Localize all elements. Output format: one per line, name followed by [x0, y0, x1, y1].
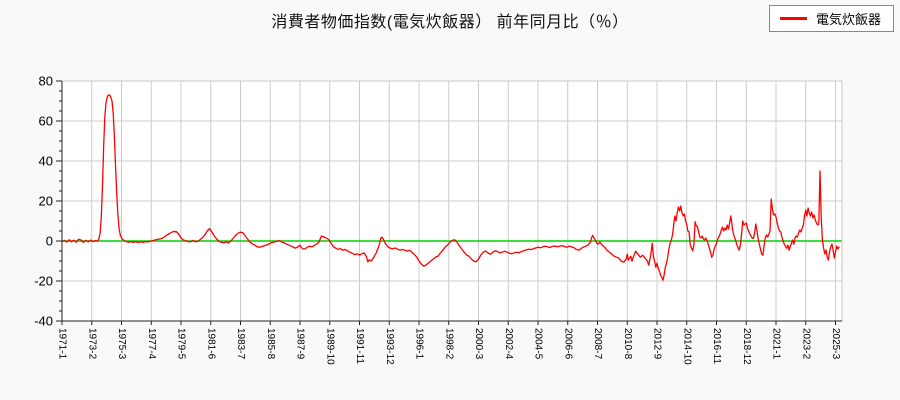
x-tick-label: 2018-12	[741, 328, 752, 365]
x-tick-label: 2004-5	[533, 328, 544, 360]
y-tick-label: -20	[34, 274, 53, 289]
legend-line-swatch-icon	[779, 17, 807, 20]
x-tick-label: 1979-5	[176, 328, 187, 360]
x-tick-label: 1989-10	[324, 328, 335, 365]
x-tick-label: 1973-2	[86, 328, 97, 360]
x-tick-label: 1971-1	[57, 328, 68, 360]
x-tick-label: 1981-6	[205, 328, 216, 360]
x-tick-label: 2000-3	[473, 328, 484, 360]
x-tick-label: 2002-4	[503, 328, 514, 360]
x-tick-label: 1993-12	[384, 328, 395, 365]
chart-title: 消費者物価指数(電気炊飯器） 前年同月比（％）	[271, 14, 629, 31]
x-tick-label: 2016-11	[711, 328, 722, 364]
y-tick-label: 40	[39, 154, 53, 169]
x-tick-label: 1991-11	[354, 328, 365, 364]
x-tick-label: 1998-2	[443, 328, 454, 360]
x-tick-label: 1975-3	[116, 328, 127, 360]
x-tick-label: 2012-9	[652, 328, 663, 360]
x-tick-label: 1983-7	[235, 328, 246, 360]
data-line-denki-suihanki	[61, 94, 840, 281]
x-tick-label: 2006-6	[562, 328, 573, 360]
legend-label: 電気炊飯器	[815, 12, 881, 27]
legend: 電気炊飯器	[768, 5, 894, 32]
x-tick-label: 1996-1	[414, 328, 425, 360]
x-tick-label: 2014-10	[681, 328, 692, 365]
x-tick-label: 1977-4	[146, 328, 157, 360]
x-tick-label: 2025-3	[830, 328, 841, 360]
x-tick-label: 1985-8	[265, 328, 276, 360]
y-tick-label: -40	[34, 314, 53, 329]
y-tick-label: 80	[39, 74, 53, 89]
x-tick-label: 2021-1	[771, 328, 782, 360]
y-tick-label: 20	[39, 194, 53, 209]
x-tick-label: 2010-8	[622, 328, 633, 360]
x-tick-label: 2008-7	[592, 328, 603, 360]
y-tick-label: 0	[46, 234, 53, 249]
x-tick-label: 2023-2	[800, 328, 811, 360]
x-tick-label: 1987-9	[295, 328, 306, 360]
y-tick-label: 60	[39, 114, 53, 129]
